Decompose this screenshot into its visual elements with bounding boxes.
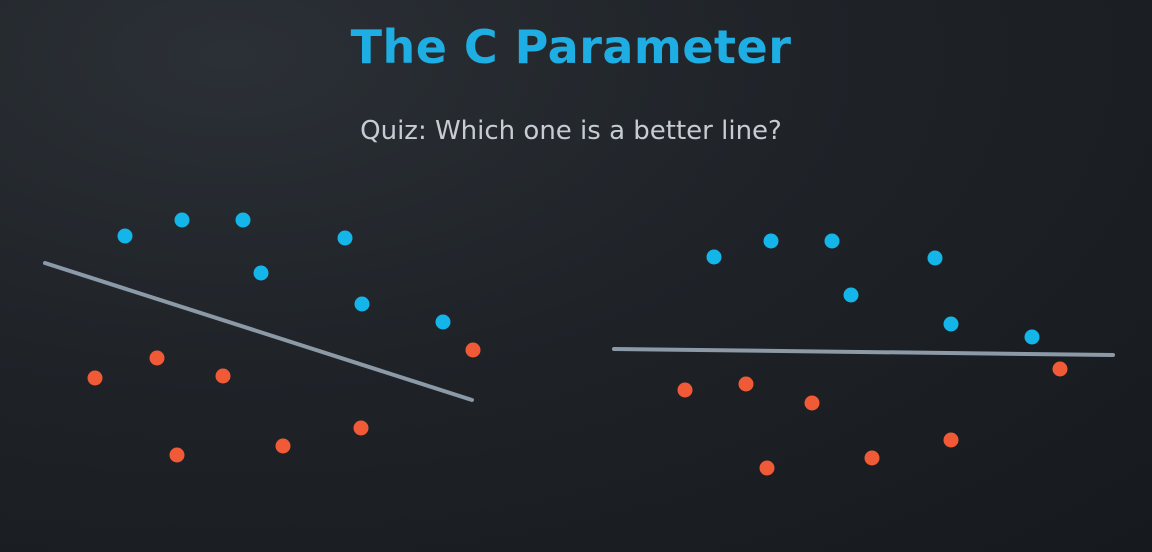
red-point	[738, 376, 754, 392]
left-diagram	[43, 212, 481, 463]
right-diagram	[612, 233, 1115, 476]
blue-point	[253, 265, 269, 281]
red-point	[169, 447, 185, 463]
blue-point	[174, 212, 190, 228]
right-red-points	[677, 361, 1068, 476]
blue-point	[706, 249, 722, 265]
red-point	[943, 432, 959, 448]
blue-point	[117, 228, 133, 244]
red-point	[149, 350, 165, 366]
blue-point	[235, 212, 251, 228]
red-point	[275, 438, 291, 454]
red-point	[804, 395, 820, 411]
red-point	[215, 368, 231, 384]
blue-point	[1024, 329, 1040, 345]
right-blue-points	[706, 233, 1040, 345]
red-point	[465, 342, 481, 358]
blue-point	[943, 316, 959, 332]
red-point	[864, 450, 880, 466]
blue-point	[354, 296, 370, 312]
red-point	[1052, 361, 1068, 377]
left-blue-points	[117, 212, 451, 330]
blue-point	[763, 233, 779, 249]
slide-title: The C Parameter	[350, 20, 792, 74]
red-point	[353, 420, 369, 436]
red-point	[87, 370, 103, 386]
left-separator-line	[43, 261, 474, 402]
blue-point	[843, 287, 859, 303]
right-separator-line	[612, 347, 1115, 357]
blue-point	[435, 314, 451, 330]
left-red-points	[87, 342, 481, 463]
red-point	[677, 382, 693, 398]
red-point	[759, 460, 775, 476]
blue-point	[337, 230, 353, 246]
quiz-question: Quiz: Which one is a better line?	[360, 116, 782, 146]
blue-point	[927, 250, 943, 266]
blue-point	[824, 233, 840, 249]
